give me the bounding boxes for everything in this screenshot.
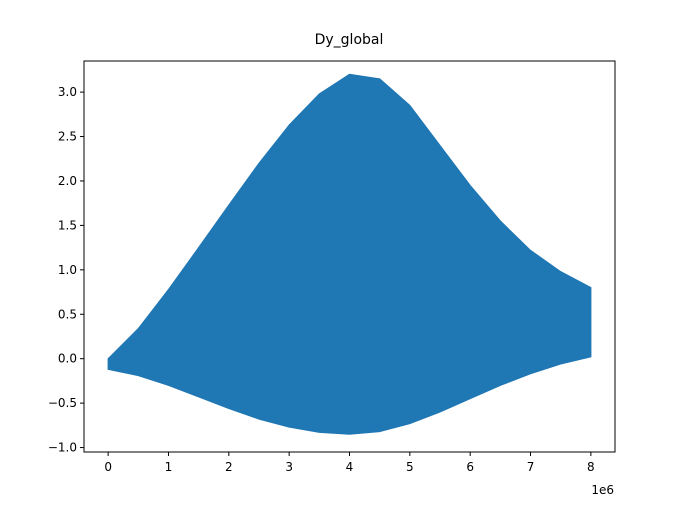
y-tick-label: 1.5: [58, 218, 77, 232]
y-axis: −1.0 −0.5 0.0 0.5 1.0 1.5 2.0 2.5 3.0: [48, 85, 84, 455]
y-tick-label: 3.0: [58, 85, 77, 99]
y-tick-label: 0.0: [58, 352, 77, 366]
y-tick-label: −1.0: [48, 441, 77, 455]
x-tick-label: 3: [285, 460, 293, 474]
x-tick-label: 4: [346, 460, 354, 474]
x-tick-label: 1: [165, 460, 173, 474]
y-tick-label: −0.5: [48, 396, 77, 410]
y-tick-label: 2.0: [58, 174, 77, 188]
x-tick-label: 7: [527, 460, 535, 474]
x-tick-label: 6: [466, 460, 474, 474]
x-tick-label: 8: [587, 460, 595, 474]
y-tick-label: 1.0: [58, 263, 77, 277]
x-axis: 0 1 2 3 4 5 6 7 8: [104, 452, 595, 474]
x-offset-label: 1e6: [591, 483, 614, 497]
x-tick-label: 5: [406, 460, 414, 474]
series-band-0: [107, 73, 592, 435]
chart-title: Dy_global: [315, 32, 384, 48]
x-tick-label: 2: [225, 460, 233, 474]
y-tick-label: 0.5: [58, 307, 77, 321]
y-tick-label: 2.5: [58, 130, 77, 144]
plot-area: [107, 73, 592, 435]
x-tick-label: 0: [104, 460, 112, 474]
